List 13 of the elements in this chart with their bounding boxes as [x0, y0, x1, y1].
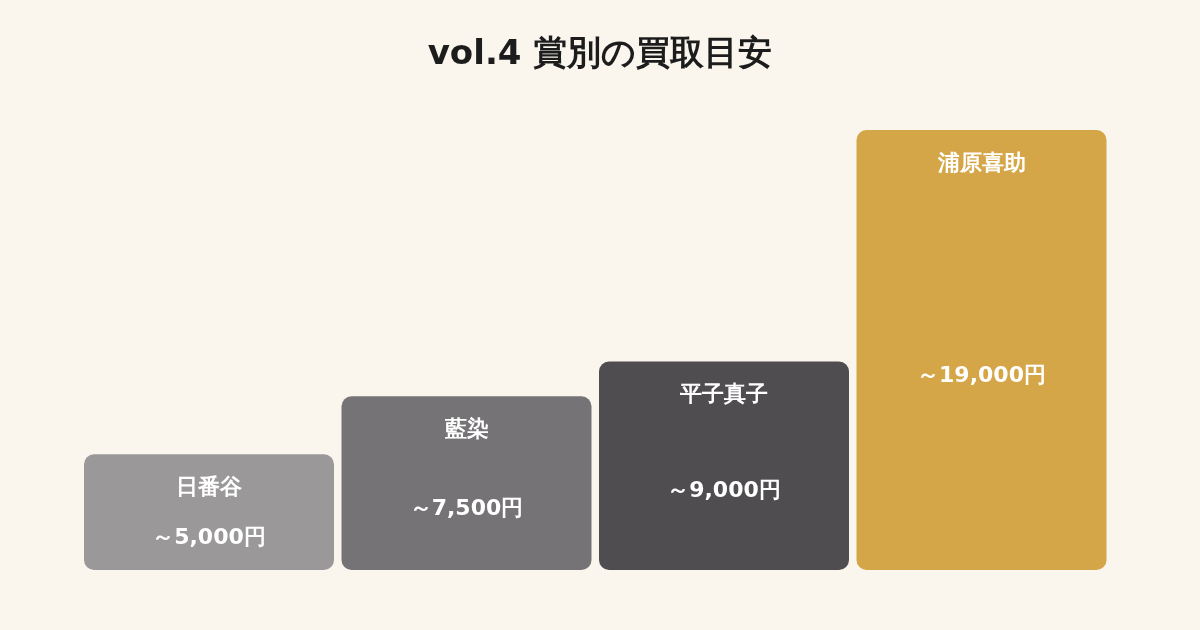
x-tick-label: 平子真子 — [679, 381, 768, 407]
bar — [599, 361, 849, 570]
data-label: ～7,500円 — [409, 494, 524, 520]
data-label: ～5,000円 — [152, 523, 266, 549]
x-tick-label: 藍染 — [443, 415, 489, 441]
data-label: ～19,000円 — [917, 361, 1046, 387]
bar — [84, 454, 334, 570]
x-tick-label: 浦原喜助 — [936, 149, 1026, 175]
x-tick-label: 日番谷 — [176, 473, 242, 499]
bar — [856, 130, 1107, 570]
bar — [341, 396, 592, 570]
data-label: ～9,000円 — [667, 477, 781, 503]
chart-title: vol.4 賞別の買取目安 — [426, 31, 774, 74]
